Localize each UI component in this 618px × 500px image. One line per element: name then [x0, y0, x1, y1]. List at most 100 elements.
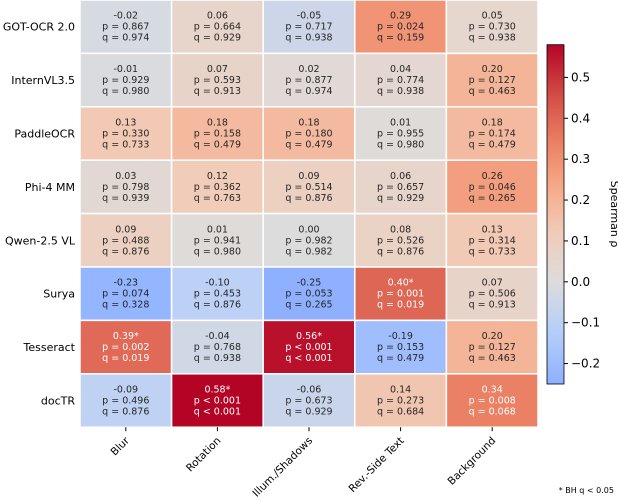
cell-q-label: q < 0.001 — [194, 407, 241, 418]
cell-rho-label: -0.19 — [388, 331, 413, 342]
row-label: PaddleOCR — [14, 128, 75, 141]
cell-rho-label: 0.12 — [207, 171, 228, 182]
cell-q-label: q = 0.463 — [469, 86, 516, 97]
cell-rho-label: 0.07 — [207, 64, 228, 75]
cell-fill — [262, 373, 356, 428]
cell-rho-label: 0.01 — [207, 224, 228, 235]
cell-fill — [262, 0, 356, 55]
cell-p-label: p < 0.001 — [194, 396, 241, 407]
cell-q-label: q = 0.929 — [194, 33, 241, 44]
column-label: Rev.-Side Text — [347, 435, 407, 495]
cell-fill — [262, 52, 356, 108]
cell-q-label: q = 0.479 — [377, 353, 424, 364]
cell-p-label: p = 0.664 — [194, 22, 241, 33]
row-label: GOT-OCR 2.0 — [3, 21, 75, 34]
cell-fill — [79, 0, 173, 55]
row-label: Surya — [43, 288, 75, 301]
cell-q-label: q = 0.974 — [285, 86, 332, 97]
cell-p-label: p = 0.929 — [102, 75, 149, 86]
row-label: docTR — [41, 395, 75, 408]
cell-rho-label: 0.13 — [115, 118, 136, 129]
cell-rho-label: 0.00 — [298, 224, 319, 235]
row-labels: GOT-OCR 2.0 InternVL3.5 PaddleOCR Phi-4 MM Q… — [3, 21, 76, 408]
cell-q-label: q = 0.929 — [285, 407, 332, 418]
cell-p-label: p = 0.514 — [285, 182, 332, 193]
cell-p-label: p = 0.001 — [377, 289, 424, 300]
cell-fill — [445, 373, 539, 428]
cell-q-label: q = 0.265 — [469, 193, 516, 204]
cell-rho-label: 0.40* — [388, 278, 414, 289]
cell-p-label: p = 0.673 — [285, 396, 332, 407]
cell-p-label: p = 0.730 — [469, 22, 516, 33]
colorbar-tick-label: 0.3 — [571, 152, 590, 166]
cell-q-label: q = 0.159 — [377, 33, 424, 44]
cell-p-label: p = 0.941 — [194, 235, 241, 246]
cell-rho-label: 0.01 — [390, 118, 411, 129]
cell-fill — [262, 159, 356, 215]
cell-rho-label: -0.02 — [114, 11, 139, 22]
cell-q-label: q = 0.733 — [469, 246, 516, 257]
cell-q-label: q < 0.001 — [285, 353, 332, 364]
cell-q-label: q = 0.479 — [194, 140, 241, 151]
cell-p-label: p = 0.717 — [285, 22, 332, 33]
cell-fill — [445, 319, 539, 375]
cell-p-label: p = 0.046 — [469, 182, 516, 193]
cell-q-label: q = 0.929 — [377, 193, 424, 204]
cell-rho-label: 0.13 — [482, 224, 503, 235]
cell-rho-label: 0.05 — [482, 11, 503, 22]
cell-rho-label: 0.26 — [482, 171, 503, 182]
cell-rho-label: 0.03 — [115, 171, 136, 182]
colorbar-tick-label: 0.4 — [571, 111, 590, 125]
cell-q-label: q = 0.876 — [102, 407, 149, 418]
cell-p-label: p = 0.024 — [377, 22, 424, 33]
cell-q-label: q = 0.913 — [469, 300, 516, 311]
cell-fill — [445, 52, 539, 108]
colorbar-tick-label: 0.2 — [571, 193, 590, 207]
cell-q-label: q = 0.980 — [194, 246, 241, 257]
cell-p-label: p = 0.362 — [194, 182, 241, 193]
cell-q-label: q = 0.463 — [469, 353, 516, 364]
cell-fill — [262, 106, 356, 161]
cell-p-label: p = 0.867 — [102, 22, 149, 33]
cell-q-label: q = 0.939 — [102, 193, 149, 204]
row-label: Qwen-2.5 VL — [5, 234, 76, 247]
colorbar-label: Spearman ρ — [608, 181, 618, 248]
cell-rho-label: -0.01 — [114, 64, 139, 75]
cell-q-label: q = 0.019 — [377, 300, 424, 311]
cell-rho-label: 0.18 — [482, 118, 503, 129]
cell-p-label: p = 0.053 — [285, 289, 332, 300]
cell-fill — [354, 0, 448, 55]
cell-q-label: q = 0.876 — [285, 193, 332, 204]
column-labels: Blur Rotation Illum./Shadows Rev.-Side Text… — [109, 427, 498, 500]
column-label: Blur — [109, 434, 133, 458]
cell-fill — [262, 212, 356, 268]
cell-p-label: p = 0.074 — [102, 289, 149, 300]
row-label: InternVL3.5 — [11, 74, 75, 87]
cell-p-label: p = 0.314 — [469, 235, 516, 246]
cell-rho-label: 0.29 — [390, 11, 411, 22]
cell-rho-label: 0.39* — [113, 331, 139, 342]
cell-rho-label: 0.06 — [390, 171, 411, 182]
cell-q-label: q = 0.684 — [377, 407, 424, 418]
column-label: Rotation — [184, 435, 224, 475]
cell-q-label: q = 0.876 — [194, 300, 241, 311]
